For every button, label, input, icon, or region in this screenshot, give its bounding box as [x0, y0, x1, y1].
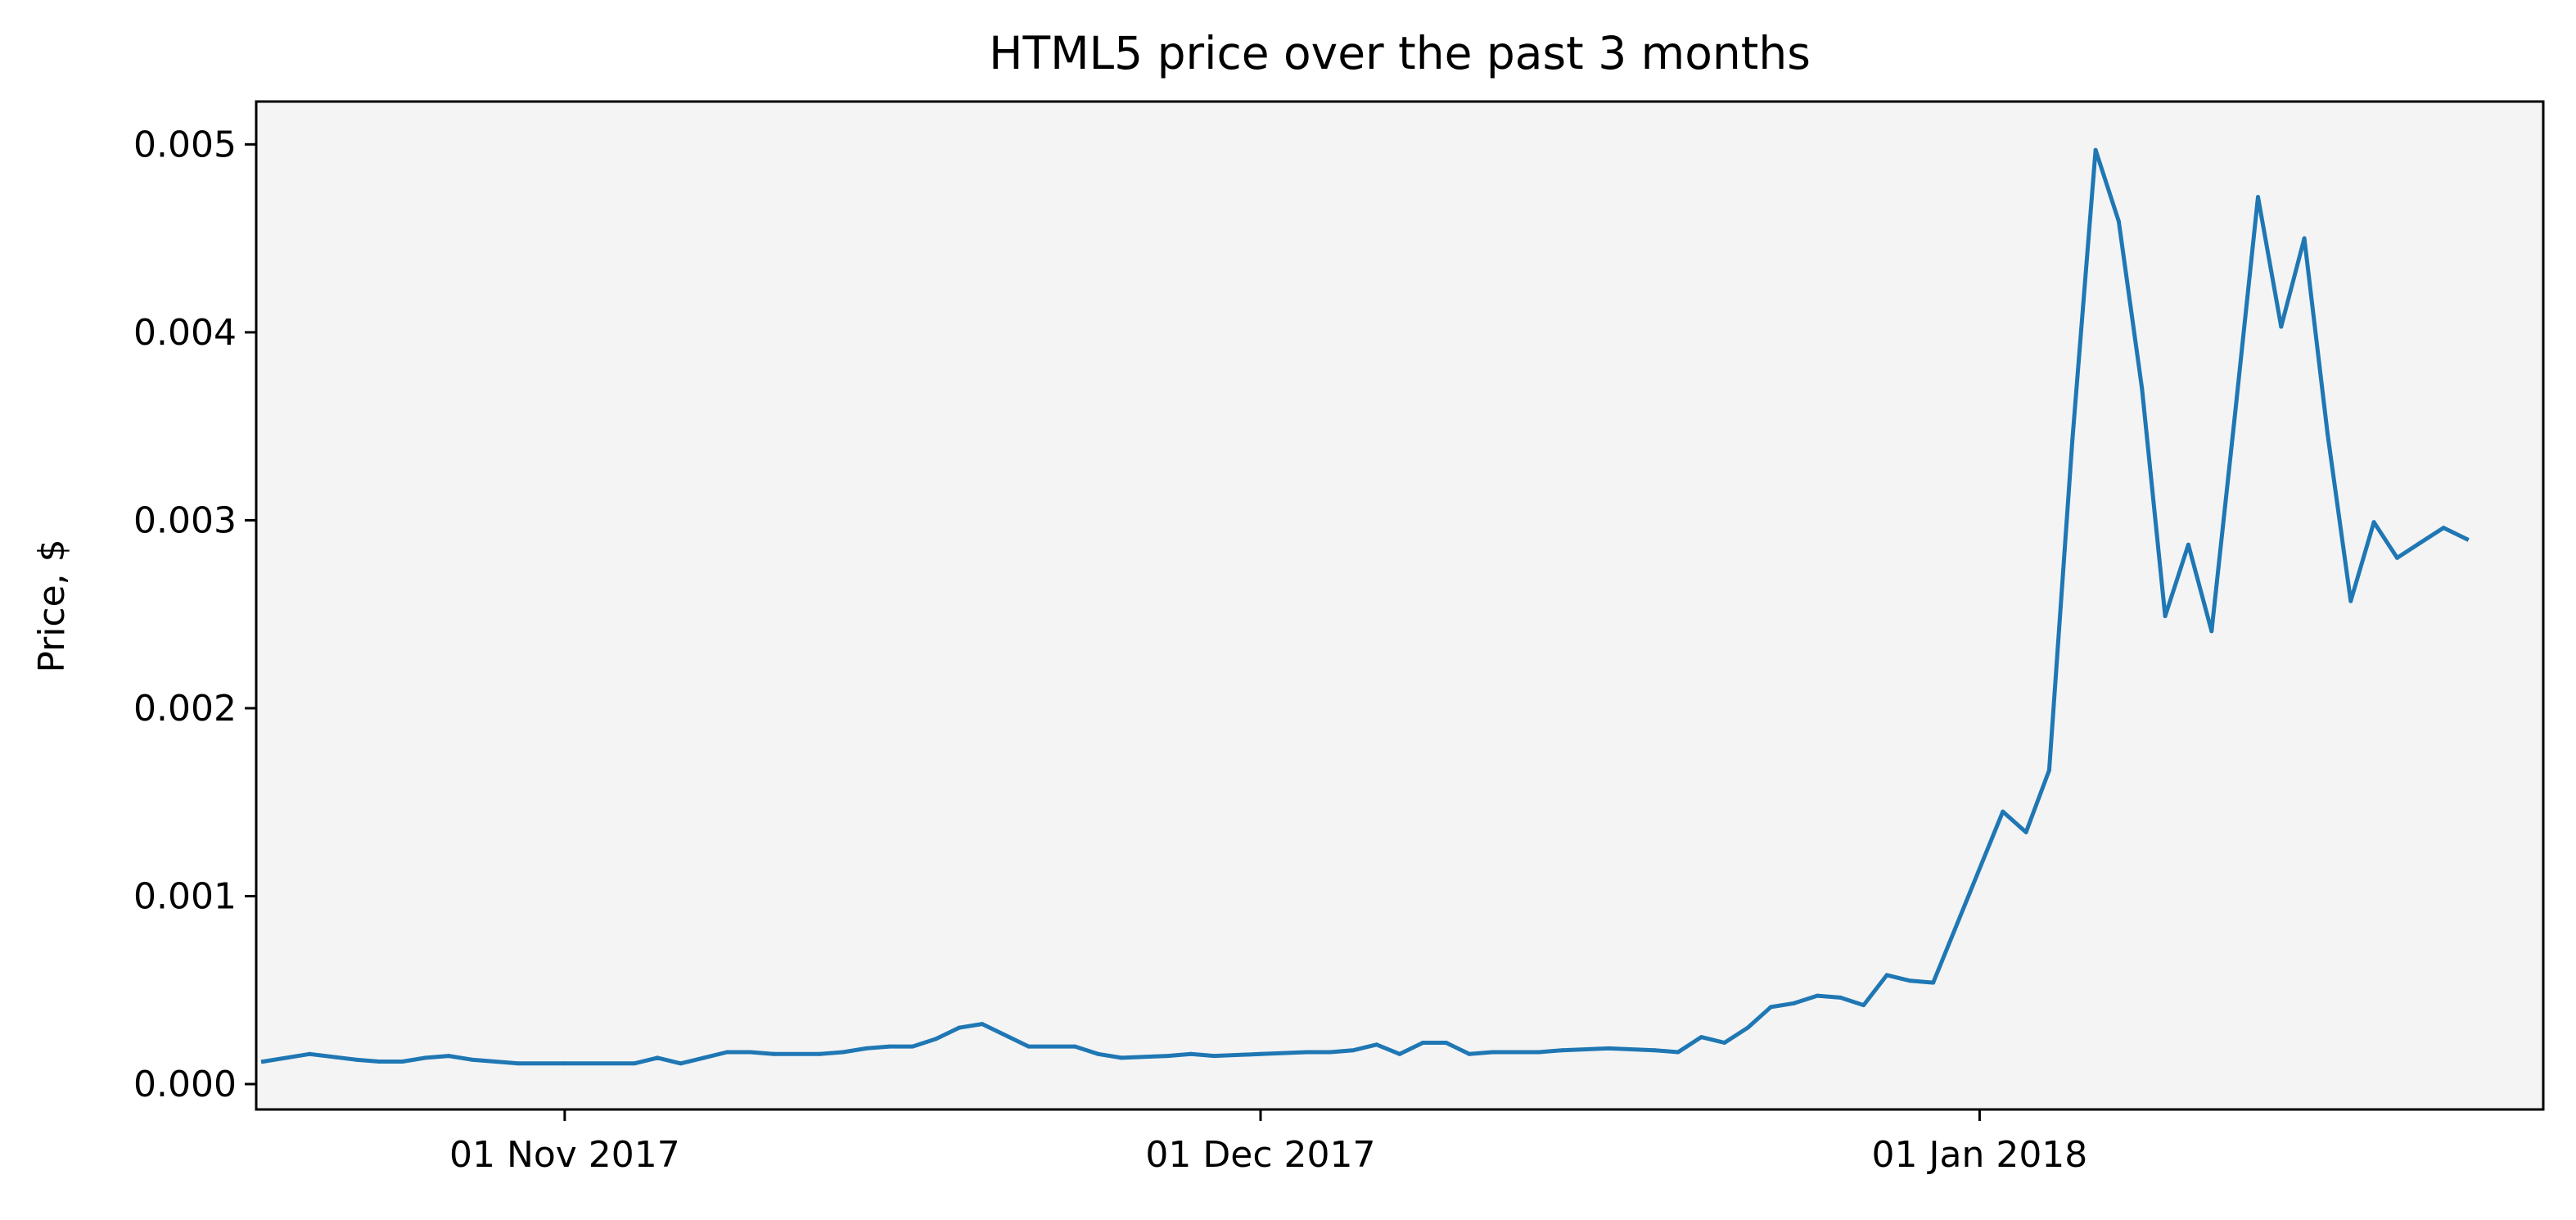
data-point	[1559, 1048, 1564, 1053]
y-tick-label: 0.000	[133, 1064, 237, 1105]
x-tick-label: 01 Nov 2017	[449, 1134, 680, 1176]
data-point	[1328, 1050, 1333, 1055]
data-point	[1119, 1055, 1124, 1060]
data-point	[261, 1060, 265, 1064]
data-point	[771, 1051, 776, 1056]
data-point	[2371, 520, 2376, 525]
data-point	[2023, 829, 2028, 834]
data-point	[724, 1050, 729, 1055]
data-point	[2093, 147, 2098, 152]
data-point	[1305, 1050, 1310, 1055]
data-point	[2209, 629, 2214, 634]
data-point	[2001, 809, 2005, 814]
data-point	[1444, 1041, 1449, 1045]
data-point	[307, 1051, 312, 1056]
data-point	[2348, 599, 2353, 603]
data-point	[2441, 526, 2446, 531]
data-point	[1931, 980, 1936, 985]
data-point	[1096, 1051, 1101, 1056]
data-point	[2186, 542, 2190, 547]
y-tick-label: 0.005	[133, 124, 237, 165]
x-tick-label: 01 Jan 2018	[1872, 1134, 2088, 1176]
data-point	[980, 1022, 985, 1027]
data-point	[864, 1046, 868, 1051]
data-point	[1351, 1048, 1356, 1053]
data-point	[2256, 195, 2260, 200]
data-point	[655, 1055, 660, 1060]
data-point	[887, 1044, 892, 1049]
data-point	[2395, 555, 2399, 560]
data-point	[2465, 536, 2469, 541]
data-point	[1374, 1042, 1379, 1047]
data-point	[2418, 540, 2423, 545]
data-point	[1792, 1001, 1797, 1005]
data-point	[1815, 993, 1820, 998]
data-point	[1699, 1035, 1703, 1040]
data-point	[516, 1061, 521, 1066]
y-tick-label: 0.001	[133, 875, 237, 917]
data-point	[2046, 768, 2051, 773]
data-point	[2279, 324, 2284, 329]
data-point	[1884, 973, 1889, 978]
data-point	[354, 1057, 359, 1062]
data-point	[1026, 1044, 1031, 1049]
plot-frame	[255, 100, 2545, 1111]
data-point	[1189, 1051, 1193, 1056]
y-tick-label: 0.002	[133, 688, 237, 730]
y-axis-label: Price, $	[31, 539, 73, 672]
data-point	[1397, 1051, 1402, 1056]
data-point	[2232, 414, 2237, 419]
data-point	[1536, 1050, 1541, 1055]
data-point	[818, 1051, 823, 1056]
data-point	[1467, 1051, 1472, 1056]
data-point	[748, 1050, 753, 1055]
data-point	[2326, 432, 2330, 436]
data-point	[446, 1054, 451, 1059]
data-point	[679, 1061, 683, 1066]
data-point	[1211, 1054, 1216, 1059]
data-point	[1838, 995, 1843, 1000]
data-point	[470, 1057, 474, 1062]
data-point	[2070, 437, 2075, 442]
data-point	[1420, 1041, 1425, 1045]
data-point	[2116, 219, 2121, 224]
data-point	[841, 1050, 846, 1055]
data-point	[400, 1060, 404, 1064]
data-point	[562, 1061, 567, 1066]
data-point	[1490, 1050, 1495, 1055]
data-point	[910, 1044, 915, 1049]
data-point	[957, 1025, 962, 1030]
data-point	[1745, 1025, 1750, 1030]
data-point	[2302, 236, 2307, 241]
data-point	[1907, 978, 1912, 983]
x-tick-label: 01 Dec 2017	[1145, 1134, 1375, 1176]
data-point	[2163, 614, 2168, 618]
data-point	[377, 1060, 381, 1064]
data-point	[1722, 1041, 1727, 1045]
y-tick-label: 0.004	[133, 312, 237, 354]
data-point	[423, 1055, 428, 1060]
data-point	[2140, 386, 2145, 391]
data-point	[1166, 1054, 1171, 1059]
data-point	[1606, 1046, 1611, 1051]
data-point	[1653, 1048, 1658, 1053]
y-tick-label: 0.003	[133, 499, 237, 541]
chart-title: HTML5 price over the past 3 months	[989, 27, 1811, 79]
data-point	[933, 1037, 938, 1042]
data-point	[702, 1055, 706, 1060]
data-point	[1676, 1050, 1680, 1055]
plot-area	[256, 102, 2543, 1109]
data-point	[1768, 1005, 1773, 1010]
data-point	[632, 1061, 637, 1066]
data-point	[1258, 1051, 1263, 1056]
data-point	[1072, 1044, 1077, 1049]
data-point	[1861, 1003, 1866, 1008]
